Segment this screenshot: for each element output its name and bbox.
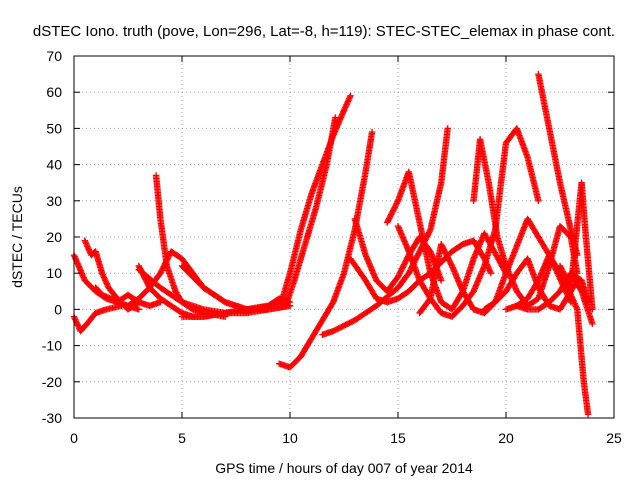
data-point [347,92,354,100]
data-point [135,306,142,313]
x-tick-label: 0 [70,430,78,446]
y-tick-label: 40 [46,157,62,173]
data-point [332,114,339,121]
x-tick-label: 10 [282,430,298,446]
x-tick-label: 20 [498,430,514,446]
y-tick-label: -20 [42,374,62,390]
y-tick-label: 70 [46,48,62,64]
x-tick-labels: 0 5 10 15 20 25 [70,430,622,446]
data-series [502,251,592,418]
data-point [426,227,433,235]
data-point [589,320,596,328]
data-point [444,125,451,132]
y-tick-label: 20 [46,229,62,245]
y-tick-label: 60 [46,84,62,100]
data-point [394,198,401,206]
x-axis-label: GPS time / hours of day 007 of year 2014 [215,460,473,476]
grid-lines [74,56,614,418]
data-series [178,295,294,320]
data-series [567,270,596,328]
x-tick-label: 15 [390,430,406,446]
data-series [535,70,581,259]
data-point [535,197,542,204]
data-point [368,128,376,136]
y-tick-label: -10 [42,338,62,354]
chart-title: dSTEC Iono. truth (pove, Lon=296, Lat=-8… [33,23,615,40]
data-point [566,290,574,297]
y-tick-label: -30 [42,410,62,426]
data-point [487,270,495,277]
data-series [319,125,451,338]
y-tick-label: 30 [46,193,62,209]
y-tick-label: 50 [46,120,62,136]
axis-ticks [73,55,615,419]
y-tick-label: 10 [46,265,62,281]
y-axis-label: dSTEC / TECUs [9,186,25,288]
y-tick-label: 0 [54,301,62,317]
data-series [92,284,164,309]
data-series [276,128,376,371]
data-series [70,302,125,335]
data-series [282,114,339,309]
data-series [556,179,596,313]
x-tick-label: 25 [606,430,622,446]
x-tick-label: 5 [178,430,186,446]
data-point [584,411,592,418]
data-points [70,70,596,418]
data-point [438,277,445,284]
y-tick-labels: -30 -20 -10 0 10 20 30 40 50 60 70 [42,48,62,426]
